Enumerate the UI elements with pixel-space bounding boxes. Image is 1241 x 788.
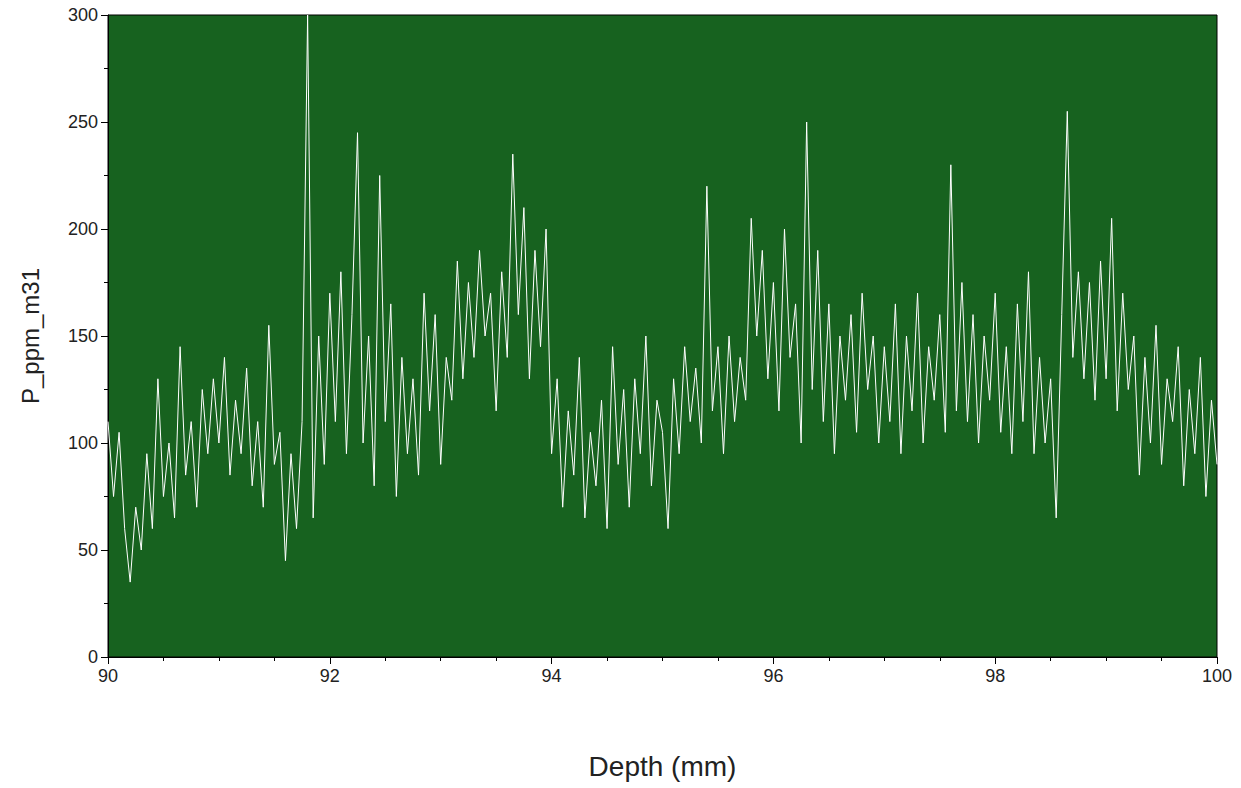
svg-text:98: 98 (985, 666, 1005, 686)
svg-text:90: 90 (98, 666, 118, 686)
svg-text:0: 0 (88, 647, 98, 667)
svg-text:P_ppm_m31: P_ppm_m31 (17, 268, 44, 404)
svg-text:150: 150 (68, 326, 98, 346)
svg-text:Depth (mm): Depth (mm) (589, 751, 737, 782)
svg-text:92: 92 (320, 666, 340, 686)
svg-text:94: 94 (542, 666, 562, 686)
svg-text:300: 300 (68, 5, 98, 25)
svg-text:200: 200 (68, 219, 98, 239)
svg-text:100: 100 (1202, 666, 1232, 686)
svg-text:100: 100 (68, 433, 98, 453)
svg-text:250: 250 (68, 112, 98, 132)
svg-text:50: 50 (78, 540, 98, 560)
svg-text:96: 96 (763, 666, 783, 686)
